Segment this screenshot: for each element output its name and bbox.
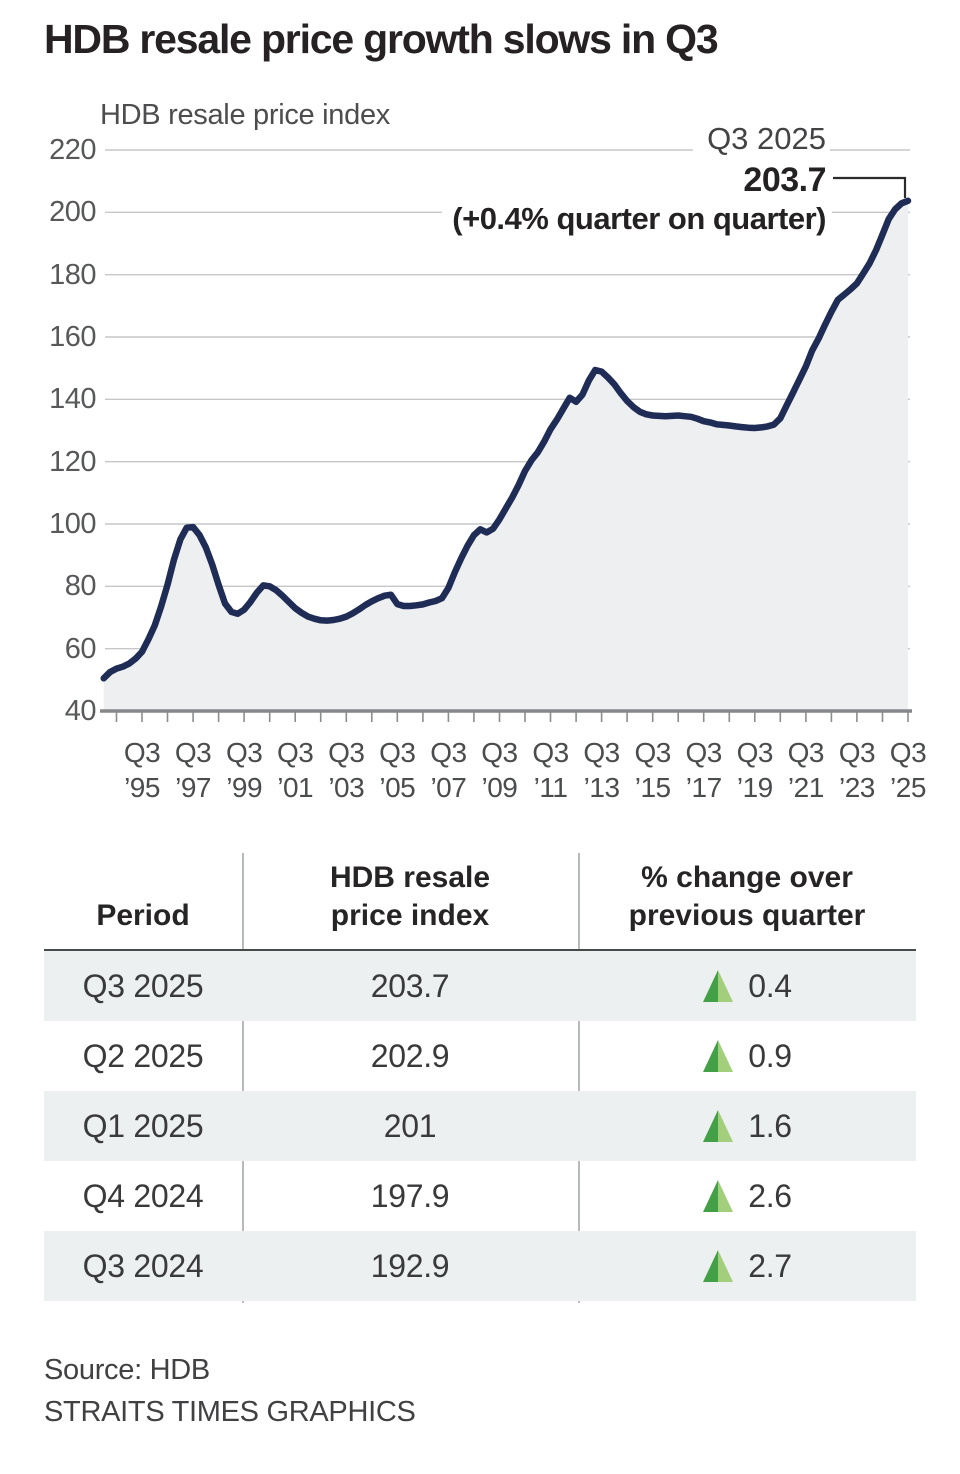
- x-tick-label: Q3’25: [889, 737, 927, 803]
- page-title: HDB resale price growth slows in Q3: [44, 16, 719, 62]
- x-tick-label: Q3’05: [379, 737, 416, 803]
- x-tick-label: Q3’11: [532, 737, 569, 803]
- change-value: 2.6: [748, 1177, 792, 1214]
- change-cell: 1.6: [578, 1091, 916, 1161]
- y-tick-label: 80: [64, 570, 97, 603]
- x-tick-label: Q3’99: [225, 737, 263, 803]
- summary-table: Period HDB resale price index % change over…: [44, 853, 916, 1305]
- annotation-connector: [833, 176, 907, 198]
- up-triangle-icon: [703, 970, 734, 1002]
- x-tick-label: Q3’21: [787, 737, 825, 803]
- y-tick-label: 100: [49, 508, 96, 540]
- table-row: Q3 2024 192.9 2.7: [44, 1231, 916, 1301]
- period-cell: Q3 2025: [82, 967, 204, 1004]
- table-header-cell: % change over previous quarter: [628, 861, 866, 932]
- x-tick-label: Q3’95: [123, 737, 161, 803]
- x-tick-label: Q3’19: [736, 737, 774, 803]
- table-header-cell: Period: [96, 899, 190, 932]
- up-triangle-icon: [703, 1040, 734, 1072]
- period-cell: Q3 2024: [82, 1247, 204, 1284]
- table-column-divider: [578, 853, 580, 1303]
- credit-line: STRAITS TIMES GRAPHICS: [44, 1396, 416, 1428]
- y-tick-label: 60: [64, 632, 97, 665]
- up-triangle-icon: [703, 1250, 734, 1282]
- annotation-period-label: Q3 2025: [693, 119, 830, 159]
- table-row: Q2 2025 202.9 0.9: [44, 1021, 916, 1091]
- chart-subtitle: HDB resale price index: [100, 99, 390, 131]
- change-value: 1.6: [748, 1107, 792, 1144]
- x-tick-label: Q3’07: [430, 737, 467, 803]
- index-cell: 197.9: [370, 1177, 450, 1214]
- annotation-change-note: (+0.4% quarter on quarter): [442, 199, 832, 239]
- x-tick-label: Q3’13: [583, 737, 620, 803]
- table-row: Q4 2024 197.9 2.6: [44, 1161, 916, 1231]
- index-cell: 192.9: [370, 1247, 450, 1284]
- y-tick-label: 140: [49, 383, 96, 416]
- x-tick-label: Q3’23: [838, 737, 876, 803]
- change-cell: 0.9: [578, 1021, 916, 1091]
- period-cell: Q1 2025: [82, 1107, 204, 1144]
- source-line: Source: HDB: [44, 1354, 210, 1386]
- x-tick-label: Q3’09: [481, 737, 518, 803]
- x-tick-label: Q3’15: [634, 737, 671, 803]
- y-tick-label: 200: [49, 196, 96, 229]
- change-cell: 2.6: [578, 1161, 916, 1231]
- period-cell: Q4 2024: [82, 1177, 204, 1214]
- change-value: 0.4: [748, 967, 792, 1004]
- x-tick-label: Q3’17: [685, 737, 723, 803]
- change-value: 0.9: [748, 1037, 792, 1074]
- x-tick-label: Q3’97: [174, 737, 212, 803]
- up-triangle-icon: [703, 1180, 734, 1212]
- table-row: Q3 2025 203.7 0.4: [44, 951, 916, 1021]
- period-cell: Q2 2025: [82, 1037, 204, 1074]
- y-tick-label: 40: [64, 695, 97, 727]
- index-cell: 201: [383, 1107, 437, 1144]
- y-tick-label: 220: [49, 134, 96, 166]
- table-row: Q1 2025 201 1.6: [44, 1091, 916, 1161]
- x-tick-label: Q3’03: [328, 737, 365, 803]
- change-cell: 0.4: [578, 951, 916, 1021]
- y-tick-label: 180: [49, 258, 96, 291]
- up-triangle-icon: [703, 1110, 734, 1142]
- annotation-value-label: 203.7: [739, 161, 830, 200]
- table-header-underline: [44, 949, 916, 951]
- change-value: 2.7: [748, 1247, 792, 1284]
- table-column-divider: [242, 853, 244, 1303]
- index-cell: 203.7: [370, 967, 450, 1004]
- index-line: [100, 197, 912, 682]
- table-header-cell: HDB resale price index: [329, 861, 491, 932]
- change-cell: 2.7: [578, 1231, 916, 1301]
- y-tick-label: 120: [49, 445, 96, 478]
- area-fill: [103, 200, 908, 712]
- y-tick-label: 160: [49, 321, 96, 353]
- x-tick-label: Q3’01: [277, 737, 314, 803]
- index-cell: 202.9: [370, 1037, 450, 1074]
